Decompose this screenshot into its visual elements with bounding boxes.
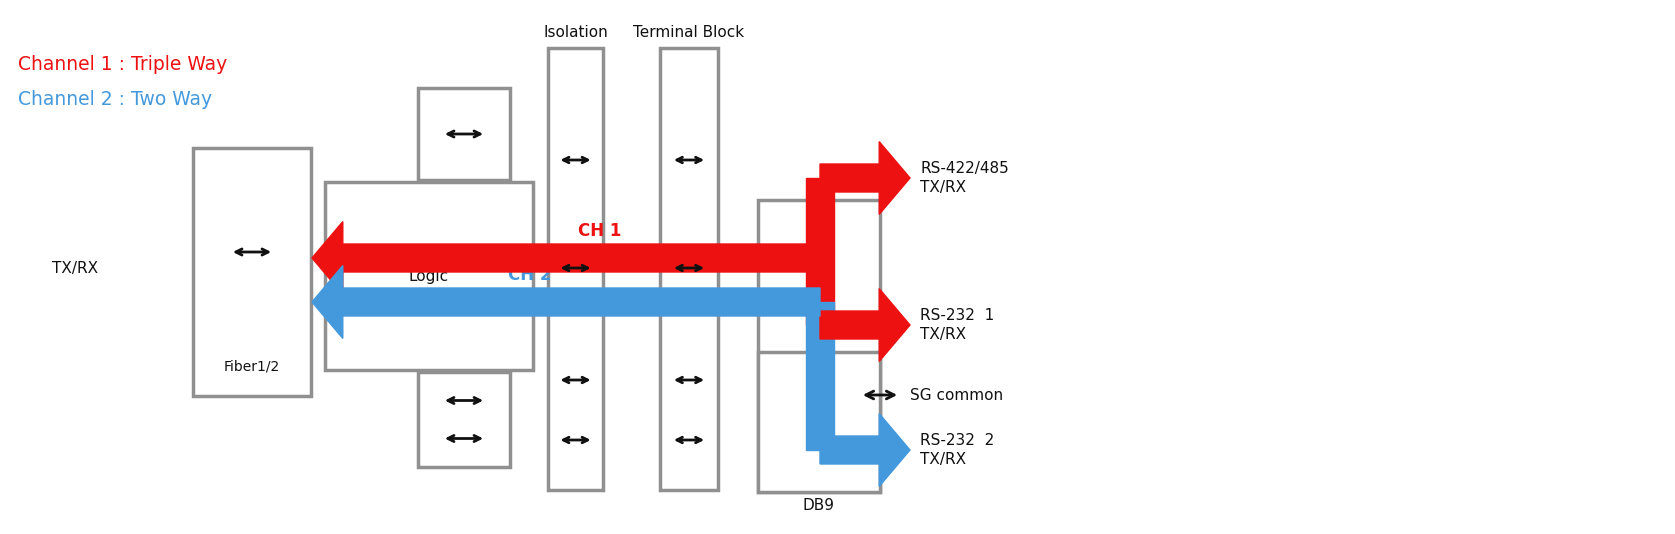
Text: Fiber1/2: Fiber1/2 bbox=[224, 359, 280, 373]
Text: Terminal Block: Terminal Block bbox=[633, 25, 745, 40]
Text: RS-422/485
TX/RX: RS-422/485 TX/RX bbox=[920, 161, 1008, 195]
Polygon shape bbox=[821, 288, 910, 362]
Bar bbox=[193, 148, 312, 396]
Polygon shape bbox=[821, 142, 910, 214]
Bar bbox=[419, 88, 509, 180]
Text: Channel 2 : Two Way: Channel 2 : Two Way bbox=[18, 90, 213, 109]
Polygon shape bbox=[312, 265, 821, 339]
Text: SG common: SG common bbox=[910, 388, 1003, 403]
Bar bbox=[806, 178, 834, 258]
Polygon shape bbox=[821, 414, 910, 486]
Text: RS-232  1
TX/RX: RS-232 1 TX/RX bbox=[920, 308, 995, 342]
Text: DB9: DB9 bbox=[802, 498, 836, 513]
Bar bbox=[806, 258, 834, 325]
Text: CH 2: CH 2 bbox=[508, 266, 551, 284]
Bar bbox=[419, 372, 509, 467]
Bar bbox=[806, 302, 834, 450]
Bar bbox=[759, 200, 879, 492]
Bar bbox=[660, 48, 719, 490]
Polygon shape bbox=[312, 222, 821, 294]
Bar bbox=[325, 182, 533, 370]
Text: CH 1: CH 1 bbox=[578, 222, 621, 240]
Text: TX/RX: TX/RX bbox=[52, 261, 99, 276]
Text: Channel 1 : Triple Way: Channel 1 : Triple Way bbox=[18, 55, 228, 74]
Text: Isolation: Isolation bbox=[543, 25, 608, 40]
Text: RS-232  2
TX/RX: RS-232 2 TX/RX bbox=[920, 433, 995, 467]
Bar bbox=[759, 352, 879, 492]
Text: Logic: Logic bbox=[409, 269, 449, 284]
Bar bbox=[548, 48, 603, 490]
